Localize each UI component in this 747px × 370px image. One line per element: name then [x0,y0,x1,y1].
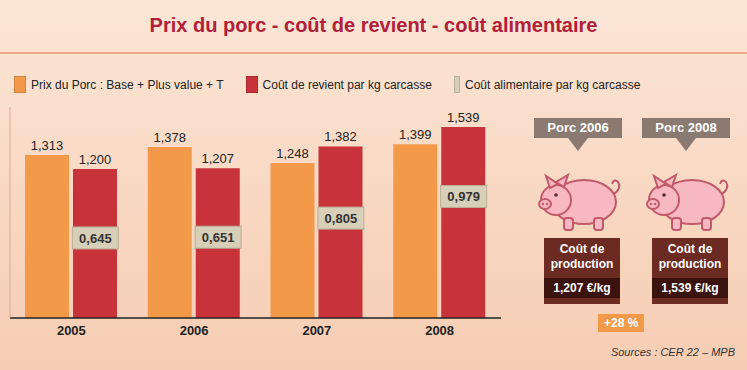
html-text:Coût alimentaire par kg carcas: Coût alimentaire par kg carcasse [465,77,641,92]
svg-text:1,200: 1,200 [79,152,112,167]
svg-text:2007: 2007 [302,323,331,338]
svg-text:0,645: 0,645 [79,231,112,246]
html-text:Sources : CER 22 – MPB: Sources : CER 22 – MPB [610,346,735,358]
svg-text:1,207: 1,207 [201,151,234,166]
html-text:Porc 2008: Porc 2008 [655,120,717,135]
html-text:Prix du porc - coût de revient: Prix du porc - coût de revient - coût al… [149,14,598,36]
svg-text:0,651: 0,651 [202,230,235,245]
svg-text:2008: 2008 [425,323,454,338]
svg-text:0,979: 0,979 [447,189,480,204]
svg-text:2005: 2005 [57,323,86,338]
html-text:Porc 2006: Porc 2006 [547,120,609,135]
svg-text:1,399: 1,399 [399,127,432,142]
svg-text:0,805: 0,805 [325,211,358,226]
svg-text:1,248: 1,248 [276,146,309,161]
html-text:+28 %: +28 % [604,316,639,330]
html-text:1,539 €/kg: 1,539 €/kg [661,281,719,295]
svg-text:1,313: 1,313 [31,138,64,153]
html-text:Coût de revient par kg carcass: Coût de revient par kg carcasse [262,77,432,92]
html-text:Prix du Porc : Base + Plus val: Prix du Porc : Base + Plus value + T [31,77,224,92]
html-text:Coût de production: Coût de production [658,242,722,271]
html-text:1,207 €/kg: 1,207 €/kg [553,281,611,295]
svg-text:1,539: 1,539 [447,110,480,125]
svg-text:1,378: 1,378 [153,130,186,145]
html-text:Coût de production: Coût de production [550,242,614,271]
svg-text:2006: 2006 [180,323,209,338]
svg-text:1,382: 1,382 [324,129,357,144]
